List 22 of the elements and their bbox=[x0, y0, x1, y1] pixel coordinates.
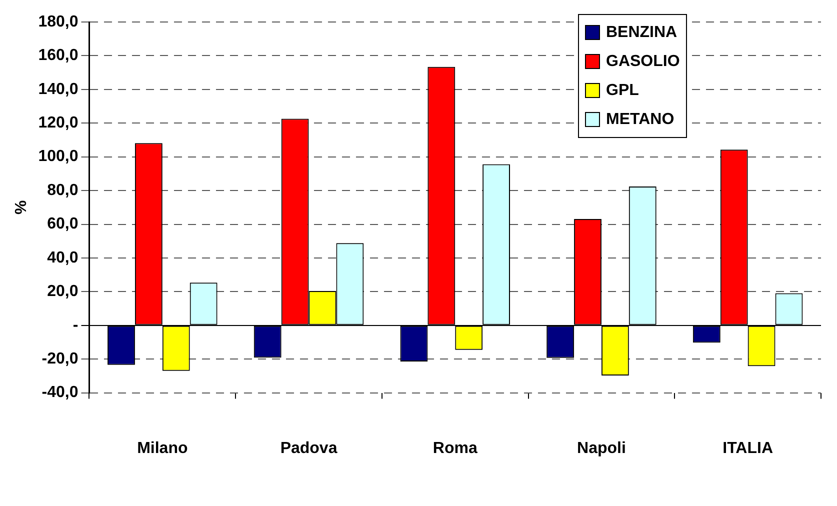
x-tick-label: Napoli bbox=[577, 440, 626, 457]
x-tick-label: Padova bbox=[280, 440, 338, 457]
y-tick-label: 140,0 bbox=[38, 80, 78, 98]
y-tick-label: -40,0 bbox=[42, 384, 78, 402]
y-tick-label: -20,0 bbox=[42, 350, 78, 368]
y-tick-label: 80,0 bbox=[47, 182, 78, 199]
x-tick-label: Roma bbox=[432, 440, 478, 457]
legend-label: METANO bbox=[606, 110, 674, 128]
y-tick-label: 160,0 bbox=[38, 47, 78, 64]
legend-label: GPL bbox=[606, 82, 639, 100]
legend-label: BENZINA bbox=[606, 24, 678, 42]
y-tick-label: 60,0 bbox=[47, 216, 78, 233]
y-tick-label: 180,0 bbox=[38, 13, 78, 30]
y-axis-title: % bbox=[13, 200, 30, 215]
x-tick-label: Milano bbox=[137, 440, 188, 457]
y-tick-label: 40,0 bbox=[47, 249, 78, 266]
y-tick-label: - bbox=[72, 316, 78, 334]
legend-label: GASOLIO bbox=[606, 52, 680, 70]
y-tick-label: 120,0 bbox=[38, 114, 78, 132]
y-tick-label: 20,0 bbox=[47, 283, 78, 300]
x-tick-label: ITALIA bbox=[722, 440, 774, 457]
y-tick-label: 100,0 bbox=[38, 148, 78, 166]
